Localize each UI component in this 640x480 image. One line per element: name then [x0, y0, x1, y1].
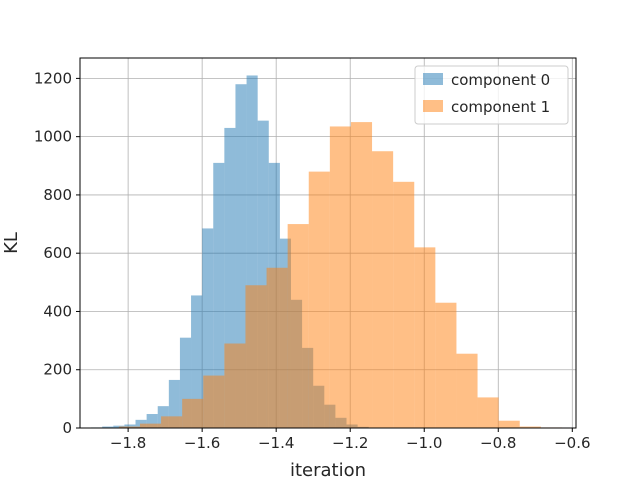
bar-series-1-bin-9 [308, 171, 330, 428]
x-tick-label-3: −1.2 [332, 434, 368, 452]
bar-series-0-bin-8 [179, 337, 192, 428]
bar-series-1-bin-7 [266, 267, 288, 428]
bar-series-1-bin-8 [287, 224, 309, 428]
y-tick-label-3: 600 [43, 244, 72, 262]
bar-series-0-bin-10 [202, 228, 214, 428]
bar-series-1-bin-10 [329, 126, 351, 428]
x-axis: −1.8 −1.6 −1.4 −1.2 −1.0 −0.8 −0.6 [110, 428, 591, 452]
legend-label-component-0: component 0 [451, 71, 550, 89]
bar-series-0-bin-12 [224, 127, 236, 428]
x-axis-label: iteration [290, 460, 366, 480]
y-tick-label-5: 1000 [34, 128, 72, 146]
bar-series-0-bin-15 [257, 120, 269, 429]
x-tick-label-1: −1.6 [184, 434, 220, 452]
legend: component 0 component 1 [414, 65, 569, 125]
bar-series-0-bin-14 [246, 75, 258, 428]
bar-series-1-bin-1 [139, 423, 162, 428]
y-tick-label-0: 0 [62, 419, 72, 437]
y-axis-label: KL [1, 232, 22, 254]
bar-series-1-bin-6 [245, 285, 267, 428]
bar-series-1-bin-4 [203, 375, 225, 428]
series-1 [118, 122, 562, 429]
y-tick-label-2: 400 [43, 302, 72, 320]
x-tick-label-5: −0.8 [480, 434, 516, 452]
bar-series-1-bin-15 [435, 302, 457, 428]
bar-series-1-bin-0 [118, 426, 140, 428]
bar-series-0-bin-1 [102, 426, 114, 428]
bar-series-1-bin-2 [161, 416, 183, 428]
bar-series-0-bin-9 [191, 295, 203, 428]
x-tick-label-6: −0.6 [554, 434, 590, 452]
x-tick-label-0: −1.8 [110, 434, 146, 452]
bar-series-1-bin-19 [519, 426, 541, 428]
bar-series-1-bin-16 [456, 353, 478, 428]
bar-series-1-bin-3 [182, 398, 204, 428]
y-axis: 0 200 400 600 800 1000 1200 [34, 69, 80, 437]
y-tick-label-1: 200 [43, 361, 72, 379]
bar-series-0-bin-3 [124, 424, 136, 428]
legend-swatch-component-1 [423, 100, 443, 112]
legend-swatch-component-0 [423, 73, 443, 85]
bar-series-1-bin-14 [414, 247, 436, 428]
bar-series-1-bin-5 [224, 343, 246, 428]
bar-series-1-bin-11 [350, 122, 373, 429]
bar-series-1-bin-17 [477, 397, 499, 428]
bars [91, 75, 562, 429]
legend-label-component-1: component 1 [451, 98, 550, 116]
bar-series-0-bin-5 [146, 414, 158, 428]
bar-series-0-bin-7 [168, 379, 180, 428]
bar-series-0-bin-13 [235, 84, 247, 429]
y-tick-label-4: 800 [43, 186, 72, 204]
legend-box [414, 65, 569, 125]
bar-series-1-bin-12 [372, 151, 394, 429]
bar-series-1-bin-18 [498, 420, 520, 428]
plot-frame [79, 57, 577, 429]
bar-series-1-bin-13 [393, 181, 415, 428]
y-tick-label-6: 1200 [34, 69, 72, 87]
x-tick-label-4: −1.0 [406, 434, 442, 452]
x-tick-label-2: −1.4 [258, 434, 294, 452]
bar-series-0-bin-11 [213, 162, 225, 428]
axes-spines [79, 57, 577, 429]
